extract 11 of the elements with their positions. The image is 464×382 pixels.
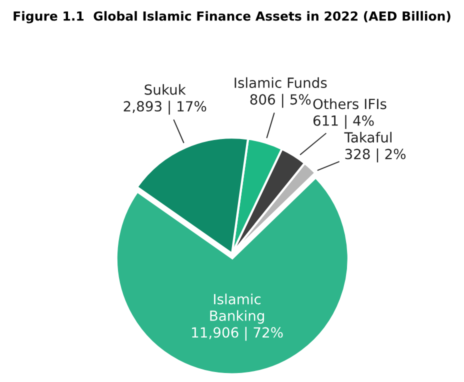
- slice-label: Islamic Funds: [234, 77, 327, 88]
- slice-label: Takaful: [344, 132, 392, 143]
- data-label: 611 | 4%: [313, 115, 374, 129]
- data-label: 328 | 2%: [345, 148, 406, 162]
- data-label: 2,893 | 17%: [124, 100, 206, 115]
- data-label: 806 | 5%: [250, 94, 311, 108]
- data-label: 11,906 | 72%: [192, 326, 283, 341]
- slice-label: Sukuk: [144, 84, 186, 95]
- slice-label: Others IFIs: [313, 98, 386, 110]
- chart-title: Figure 1.1 Global Islamic Finance Assets in 2022 (AED Billion): [14, 11, 450, 24]
- slice-label: Islamic Banking: [210, 294, 264, 324]
